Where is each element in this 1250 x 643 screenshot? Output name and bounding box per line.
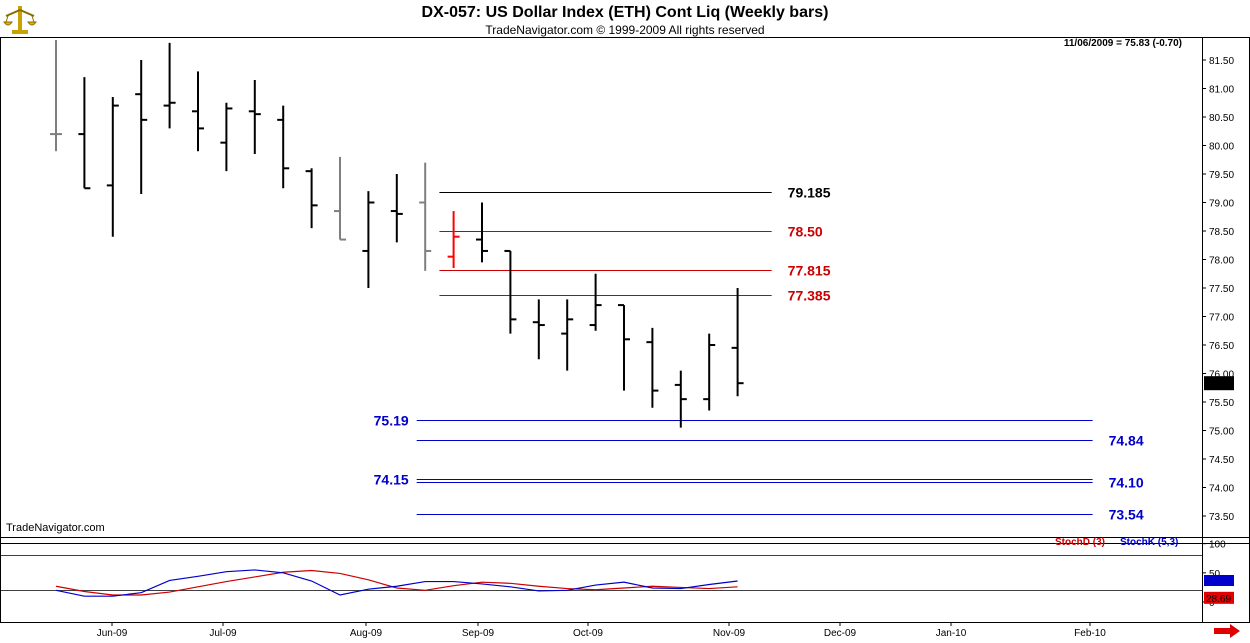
y-tick-label: 75.00 (1209, 427, 1234, 438)
last-value-label: 75.83 (1206, 379, 1231, 390)
stoch-d-legend: StochD (3) (1055, 537, 1105, 548)
x-tick-label: Oct-09 (573, 628, 603, 639)
level-label: 77.385 (788, 288, 831, 304)
stoch-y-tick-label: 50 (1209, 569, 1221, 580)
trade-navigator-logo-icon[interactable] (2, 2, 38, 36)
stoch-k-line (55, 569, 738, 597)
x-tick-label: Jan-10 (936, 628, 967, 639)
y-tick-label: 80.00 (1209, 142, 1234, 153)
y-tick-label: 74.00 (1209, 484, 1234, 495)
level-label: 73.54 (1109, 507, 1144, 523)
stoch-k-marker (1204, 575, 1234, 586)
y-tick-label: 77.50 (1209, 284, 1234, 295)
y-tick-label: 76.00 (1209, 370, 1234, 381)
x-tick-label: Aug-09 (350, 628, 383, 639)
y-tick-label: 74.50 (1209, 455, 1234, 466)
x-tick-label: Nov-09 (713, 628, 746, 639)
level-label: 79.185 (788, 185, 831, 201)
level-label: 77.815 (788, 263, 831, 279)
y-tick-label: 81.00 (1209, 85, 1234, 96)
y-tick-label: 73.50 (1209, 512, 1234, 523)
y-tick-label: 78.50 (1209, 227, 1234, 238)
chart-subtitle: TradeNavigator.com © 1999-2009 All right… (485, 23, 765, 37)
level-label: 74.84 (1109, 433, 1144, 449)
last-value-marker (1204, 376, 1234, 391)
last-value-readout: 11/06/2009 = 75.83 (-0.70) (1063, 38, 1182, 49)
y-tick-label: 75.50 (1209, 398, 1234, 409)
y-tick-label: 77.00 (1209, 313, 1234, 324)
x-tick-label: Jun-09 (97, 628, 128, 639)
stoch-y-tick-label: 100 (1209, 540, 1226, 551)
right-arrow-icon[interactable] (1212, 624, 1242, 638)
chart-title: DX-057: US Dollar Index (ETH) Cont Liq (… (421, 4, 829, 21)
x-tick-label: Dec-09 (824, 628, 857, 639)
level-label: 74.15 (374, 472, 409, 488)
level-label: 78.50 (788, 224, 823, 240)
y-tick-label: 79.50 (1209, 170, 1234, 181)
level-label: 75.19 (374, 413, 409, 429)
stoch-d-line (55, 569, 738, 596)
y-tick-label: 78.00 (1209, 256, 1234, 267)
watermark: TradeNavigator.com (6, 522, 105, 534)
y-tick-label: 80.50 (1209, 113, 1234, 124)
y-tick-label: 76.50 (1209, 341, 1234, 352)
x-tick-label: Sep-09 (462, 628, 495, 639)
price-pane-frame (0, 37, 1250, 544)
stoch-d-marker (1204, 591, 1234, 604)
stoch-last-value-label: 28.69 (1206, 594, 1231, 605)
stoch-k-legend: StochK (5,3) (1120, 537, 1179, 548)
level-label: 74.10 (1109, 475, 1144, 491)
y-tick-label: 81.50 (1209, 56, 1234, 67)
x-tick-label: Feb-10 (1074, 628, 1106, 639)
stochastic-pane-frame (0, 537, 1250, 623)
x-tick-label: Jul-09 (209, 628, 237, 639)
y-tick-label: 79.00 (1209, 199, 1234, 210)
